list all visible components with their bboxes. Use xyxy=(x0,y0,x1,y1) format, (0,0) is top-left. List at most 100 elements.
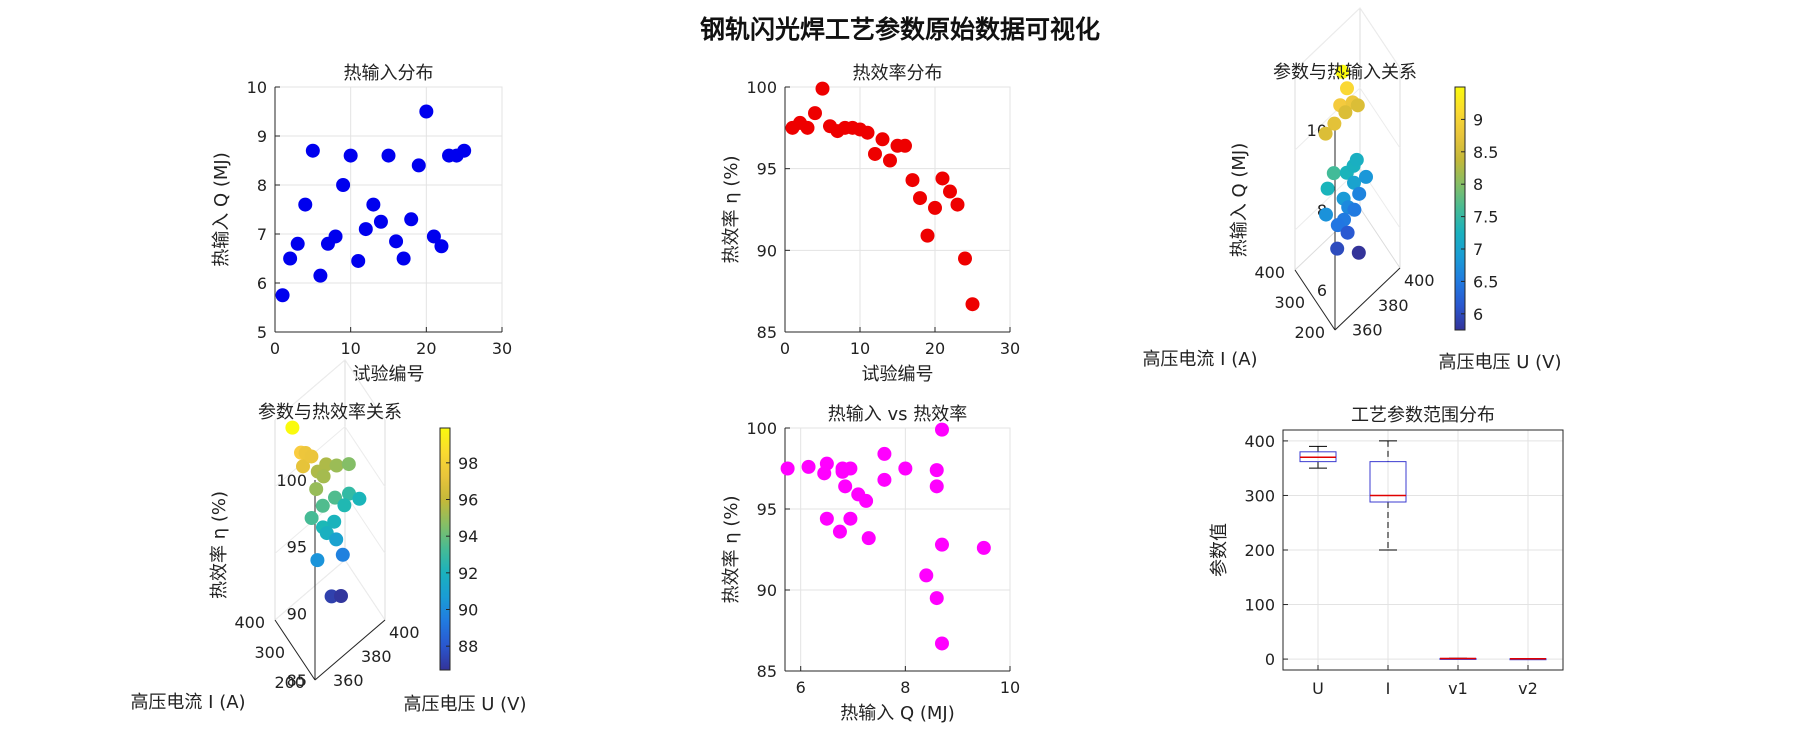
p1-point xyxy=(457,143,472,158)
p4-point xyxy=(352,491,367,506)
p1-point xyxy=(298,197,313,212)
p3-point xyxy=(1335,64,1350,79)
p4-ulabel: 高压电压 U (V) xyxy=(404,694,527,715)
p4-iaxis xyxy=(274,619,316,681)
p4-point xyxy=(327,514,342,529)
p1-point xyxy=(396,251,411,266)
p6-ytick-label: 100 xyxy=(1244,596,1275,615)
p4-colorbar-label: 90 xyxy=(458,601,478,620)
p3-zgrid xyxy=(1294,87,1401,151)
p5-point xyxy=(819,511,834,526)
p1-ytick-label: 8 xyxy=(257,176,267,195)
p4-colorbar-label: 88 xyxy=(458,637,478,656)
p3-utick-label: 380 xyxy=(1378,296,1409,315)
p3-point xyxy=(1350,98,1365,113)
p3-itick-label: 400 xyxy=(1254,263,1285,282)
p2-ytick-label: 90 xyxy=(757,241,777,260)
p4-point xyxy=(319,457,334,472)
p5-xtick-label: 6 xyxy=(796,678,806,697)
p4-zlabel: 热效率 η (%) xyxy=(209,491,230,599)
p3-point xyxy=(1340,81,1354,96)
p1-xtick-label: 0 xyxy=(270,339,280,358)
p5-point xyxy=(898,461,913,476)
p1-plot-area xyxy=(275,87,502,332)
p3-utick-label: 400 xyxy=(1404,271,1435,290)
p6-ytick-label: 300 xyxy=(1244,486,1275,505)
p2-xlabel: 试验编号 xyxy=(862,364,934,385)
p4-colorbar xyxy=(439,427,451,671)
p5-point xyxy=(843,511,858,526)
p6-xtick-label: U xyxy=(1312,679,1324,698)
p3-itick-label: 200 xyxy=(1294,323,1325,342)
p1-point xyxy=(381,148,396,163)
p4-point xyxy=(337,498,352,513)
p1-ytick-label: 10 xyxy=(247,78,267,97)
p5-point xyxy=(934,636,949,651)
p4-ztick-label: 100 xyxy=(276,471,307,490)
p1-point xyxy=(358,222,373,237)
p3-top-edge xyxy=(1294,7,1401,71)
p4-colorbar-label: 98 xyxy=(458,454,478,473)
p4-ilabel: 高压电流 I (A) xyxy=(130,692,245,713)
p1-point xyxy=(343,148,358,163)
p3-point xyxy=(1318,126,1333,141)
p4-point xyxy=(342,486,356,501)
p1-point xyxy=(313,268,328,283)
p5-ytick-label: 90 xyxy=(757,581,777,600)
p4-point xyxy=(329,458,344,473)
p2-point xyxy=(808,106,822,121)
p6-ytick-label: 400 xyxy=(1244,432,1275,451)
p4-point xyxy=(341,457,356,472)
p3-zlabel: 热输入 Q (MJ) xyxy=(1229,143,1250,258)
p4-point xyxy=(334,589,348,603)
p3-point xyxy=(1347,202,1362,217)
p4-point xyxy=(304,511,319,526)
p4-point xyxy=(328,490,342,505)
p1-point xyxy=(419,104,434,119)
p3-ztick-label: 6 xyxy=(1317,281,1327,300)
p1-point xyxy=(366,197,381,212)
p5-point xyxy=(801,459,816,474)
p4-colorbar-label: 94 xyxy=(458,527,478,546)
p5-xtick-label: 10 xyxy=(1000,678,1020,697)
p4-itick-label: 300 xyxy=(254,643,285,662)
p4-utick-label: 380 xyxy=(361,647,392,666)
p4-point xyxy=(315,498,330,513)
p4-point xyxy=(329,532,344,547)
p4-colorbar-label: 96 xyxy=(458,491,478,510)
p4-ztick-label: 85 xyxy=(287,671,307,690)
p5-point xyxy=(877,446,892,461)
p5-point xyxy=(934,537,949,552)
p6-xtick-label: v2 xyxy=(1518,679,1538,698)
p3-point xyxy=(1349,152,1364,167)
p5-point xyxy=(861,531,876,546)
p5-point xyxy=(929,463,944,478)
p3-point xyxy=(1326,166,1341,181)
p2-point xyxy=(860,125,875,140)
p4-utick-label: 360 xyxy=(333,671,364,690)
p4-utick-label: 400 xyxy=(389,623,420,642)
p1-ylabel: 热输入 Q (MJ) xyxy=(211,152,232,267)
p4-point xyxy=(296,459,310,474)
p1-title: 热输入分布 xyxy=(344,63,434,84)
p3-colorbar-label: 9 xyxy=(1473,110,1483,129)
p2-point xyxy=(898,138,912,153)
p2-point xyxy=(935,171,950,186)
p1-point xyxy=(283,251,298,266)
p2-point xyxy=(883,153,897,168)
p5-point xyxy=(919,568,934,583)
p2-point xyxy=(928,200,942,215)
p1-point xyxy=(426,229,441,244)
p3-point xyxy=(1340,225,1355,240)
p2-point xyxy=(958,251,972,266)
p3-colorbar xyxy=(1454,86,1466,331)
p4-point xyxy=(316,469,331,484)
p2-ytick-label: 95 xyxy=(757,160,777,179)
p5-point xyxy=(832,524,847,539)
p3-colorbar-label: 6 xyxy=(1473,305,1483,324)
p6-xtick-label: v1 xyxy=(1448,679,1468,698)
p5-point xyxy=(859,493,874,508)
p2-point xyxy=(943,184,957,199)
p1-xtick-label: 20 xyxy=(416,339,436,358)
p3-colorbar-label: 8 xyxy=(1473,175,1483,194)
